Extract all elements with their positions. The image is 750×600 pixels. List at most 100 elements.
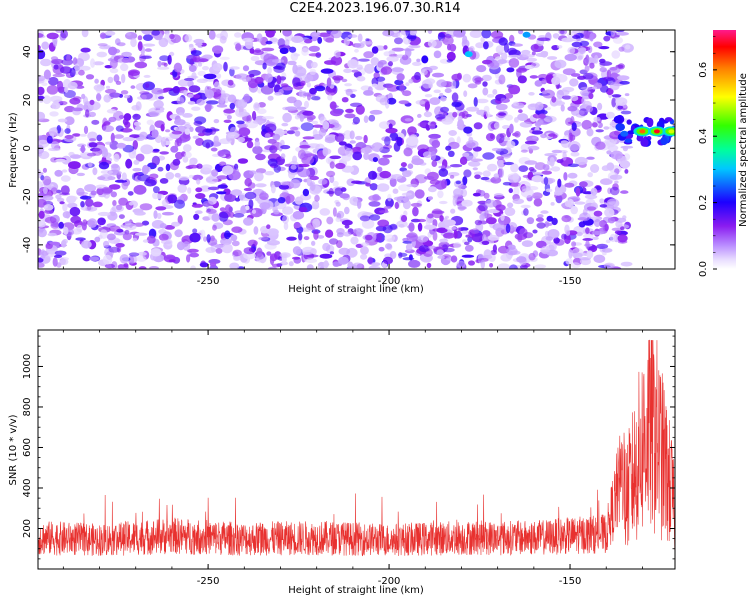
heatmap-cell: [142, 164, 149, 175]
heatmap-cell: [108, 116, 117, 123]
heatmap-cell: [567, 47, 576, 55]
heatmap-cell: [302, 110, 314, 116]
heatmap-cell: [531, 130, 543, 135]
heatmap-cell: [70, 215, 82, 224]
heatmap-cell: [467, 83, 478, 89]
heatmap-cell: [535, 217, 544, 222]
heatmap-cell: [280, 153, 286, 160]
heatmap-cell: [401, 54, 409, 61]
heatmap-cell: [424, 78, 436, 85]
heatmap-cell: [279, 252, 291, 258]
heatmap-cell: [590, 164, 600, 173]
heatmap-cell: [595, 186, 602, 191]
heatmap-cell: [72, 133, 81, 137]
heatmap-cell: [620, 190, 629, 194]
heatmap-cell: [212, 224, 217, 231]
heatmap-cell: [533, 198, 543, 207]
heatmap-cell: [490, 133, 494, 139]
heatmap-cell: [363, 152, 370, 160]
heatmap-cell: [352, 262, 363, 269]
signal-peak: [522, 31, 531, 38]
heatmap-cell: [562, 86, 575, 93]
heatmap-cell: [244, 178, 252, 187]
heatmap-cell: [530, 62, 540, 68]
heatmap-cell: [378, 60, 387, 65]
heatmap-cell: [361, 219, 375, 229]
heatmap-cell: [606, 150, 612, 155]
heatmap-cell: [249, 48, 255, 54]
heatmap-cell: [470, 228, 480, 234]
heatmap-cell: [238, 127, 251, 136]
heatmap-cell: [110, 132, 115, 143]
heatmap-cell: [195, 126, 207, 133]
spectrogram-features: [464, 31, 675, 147]
heatmap-cell: [325, 229, 334, 238]
heatmap-cell: [109, 225, 121, 232]
heatmap-cell: [187, 164, 199, 169]
heatmap-cell: [46, 32, 59, 40]
heatmap-cell: [205, 247, 216, 253]
heatmap-cell: [122, 136, 135, 142]
heatmap-cell: [391, 174, 403, 180]
heatmap-cell: [518, 165, 529, 173]
heatmap-cell: [428, 186, 437, 193]
heatmap-cell: [561, 233, 567, 240]
heatmap-cell: [408, 222, 415, 232]
snr-panel: -250 -200 -150 200 400 600 800 1000 Height of …: [8, 329, 676, 596]
heatmap-cell: [617, 105, 623, 110]
heatmap-cell: [163, 62, 168, 67]
heatmap-cell: [415, 100, 426, 105]
heatmap-cell: [184, 128, 190, 135]
heatmap-cell: [234, 197, 241, 202]
heatmap-cell: [344, 113, 356, 119]
heatmap-cell: [92, 201, 103, 208]
heatmap-cell: [372, 157, 378, 163]
heatmap-cell: [316, 235, 325, 239]
heatmap-cell: [437, 190, 444, 199]
heatmap-cell: [570, 151, 580, 157]
heatmap-cell: [481, 240, 490, 245]
heatmap-cell: [480, 176, 490, 181]
heatmap-cell: [290, 164, 297, 170]
heatmap-cell: [239, 192, 247, 202]
y-tick-label: 800: [22, 397, 33, 416]
heatmap-cell: [400, 162, 407, 168]
heatmap-cell: [500, 213, 505, 221]
heatmap-cell: [388, 50, 396, 55]
heatmap-cell: [197, 132, 206, 137]
snr-x-label: Height of straight line (km): [288, 585, 424, 596]
heatmap-cell: [414, 71, 421, 81]
heatmap-cell: [78, 52, 90, 62]
heatmap-cell: [202, 139, 214, 148]
heatmap-cell: [222, 165, 234, 176]
heatmap-cell: [210, 141, 222, 147]
heatmap-cell: [604, 223, 609, 232]
heatmap-cell: [44, 209, 54, 215]
heatmap-cell: [254, 140, 260, 148]
heatmap-cell: [618, 46, 625, 52]
heatmap-cell: [223, 108, 236, 114]
heatmap-cell: [277, 131, 286, 135]
spectrogram-heatmap: [38, 30, 634, 269]
heatmap-cell: [420, 69, 428, 76]
heatmap-cell: [244, 191, 257, 200]
heatmap-cell: [469, 30, 483, 38]
heatmap-cell: [38, 210, 45, 219]
heatmap-cell: [377, 166, 383, 173]
heatmap-cell: [251, 209, 257, 214]
heatmap-cell: [122, 118, 129, 126]
colorbar-gradient: [713, 30, 736, 269]
heatmap-cell: [368, 170, 378, 180]
heatmap-cell: [199, 185, 211, 192]
heatmap-cell: [551, 96, 557, 103]
heatmap-cell: [231, 240, 240, 247]
heatmap-cell: [43, 69, 52, 80]
heatmap-cell: [512, 172, 519, 183]
heatmap-cell: [379, 170, 392, 179]
heatmap-cell: [369, 109, 383, 115]
heatmap-cell: [474, 219, 483, 226]
heatmap-cell: [96, 93, 102, 102]
heatmap-cell: [282, 30, 292, 37]
heatmap-cell: [607, 201, 620, 205]
heatmap-cell: [255, 183, 267, 188]
